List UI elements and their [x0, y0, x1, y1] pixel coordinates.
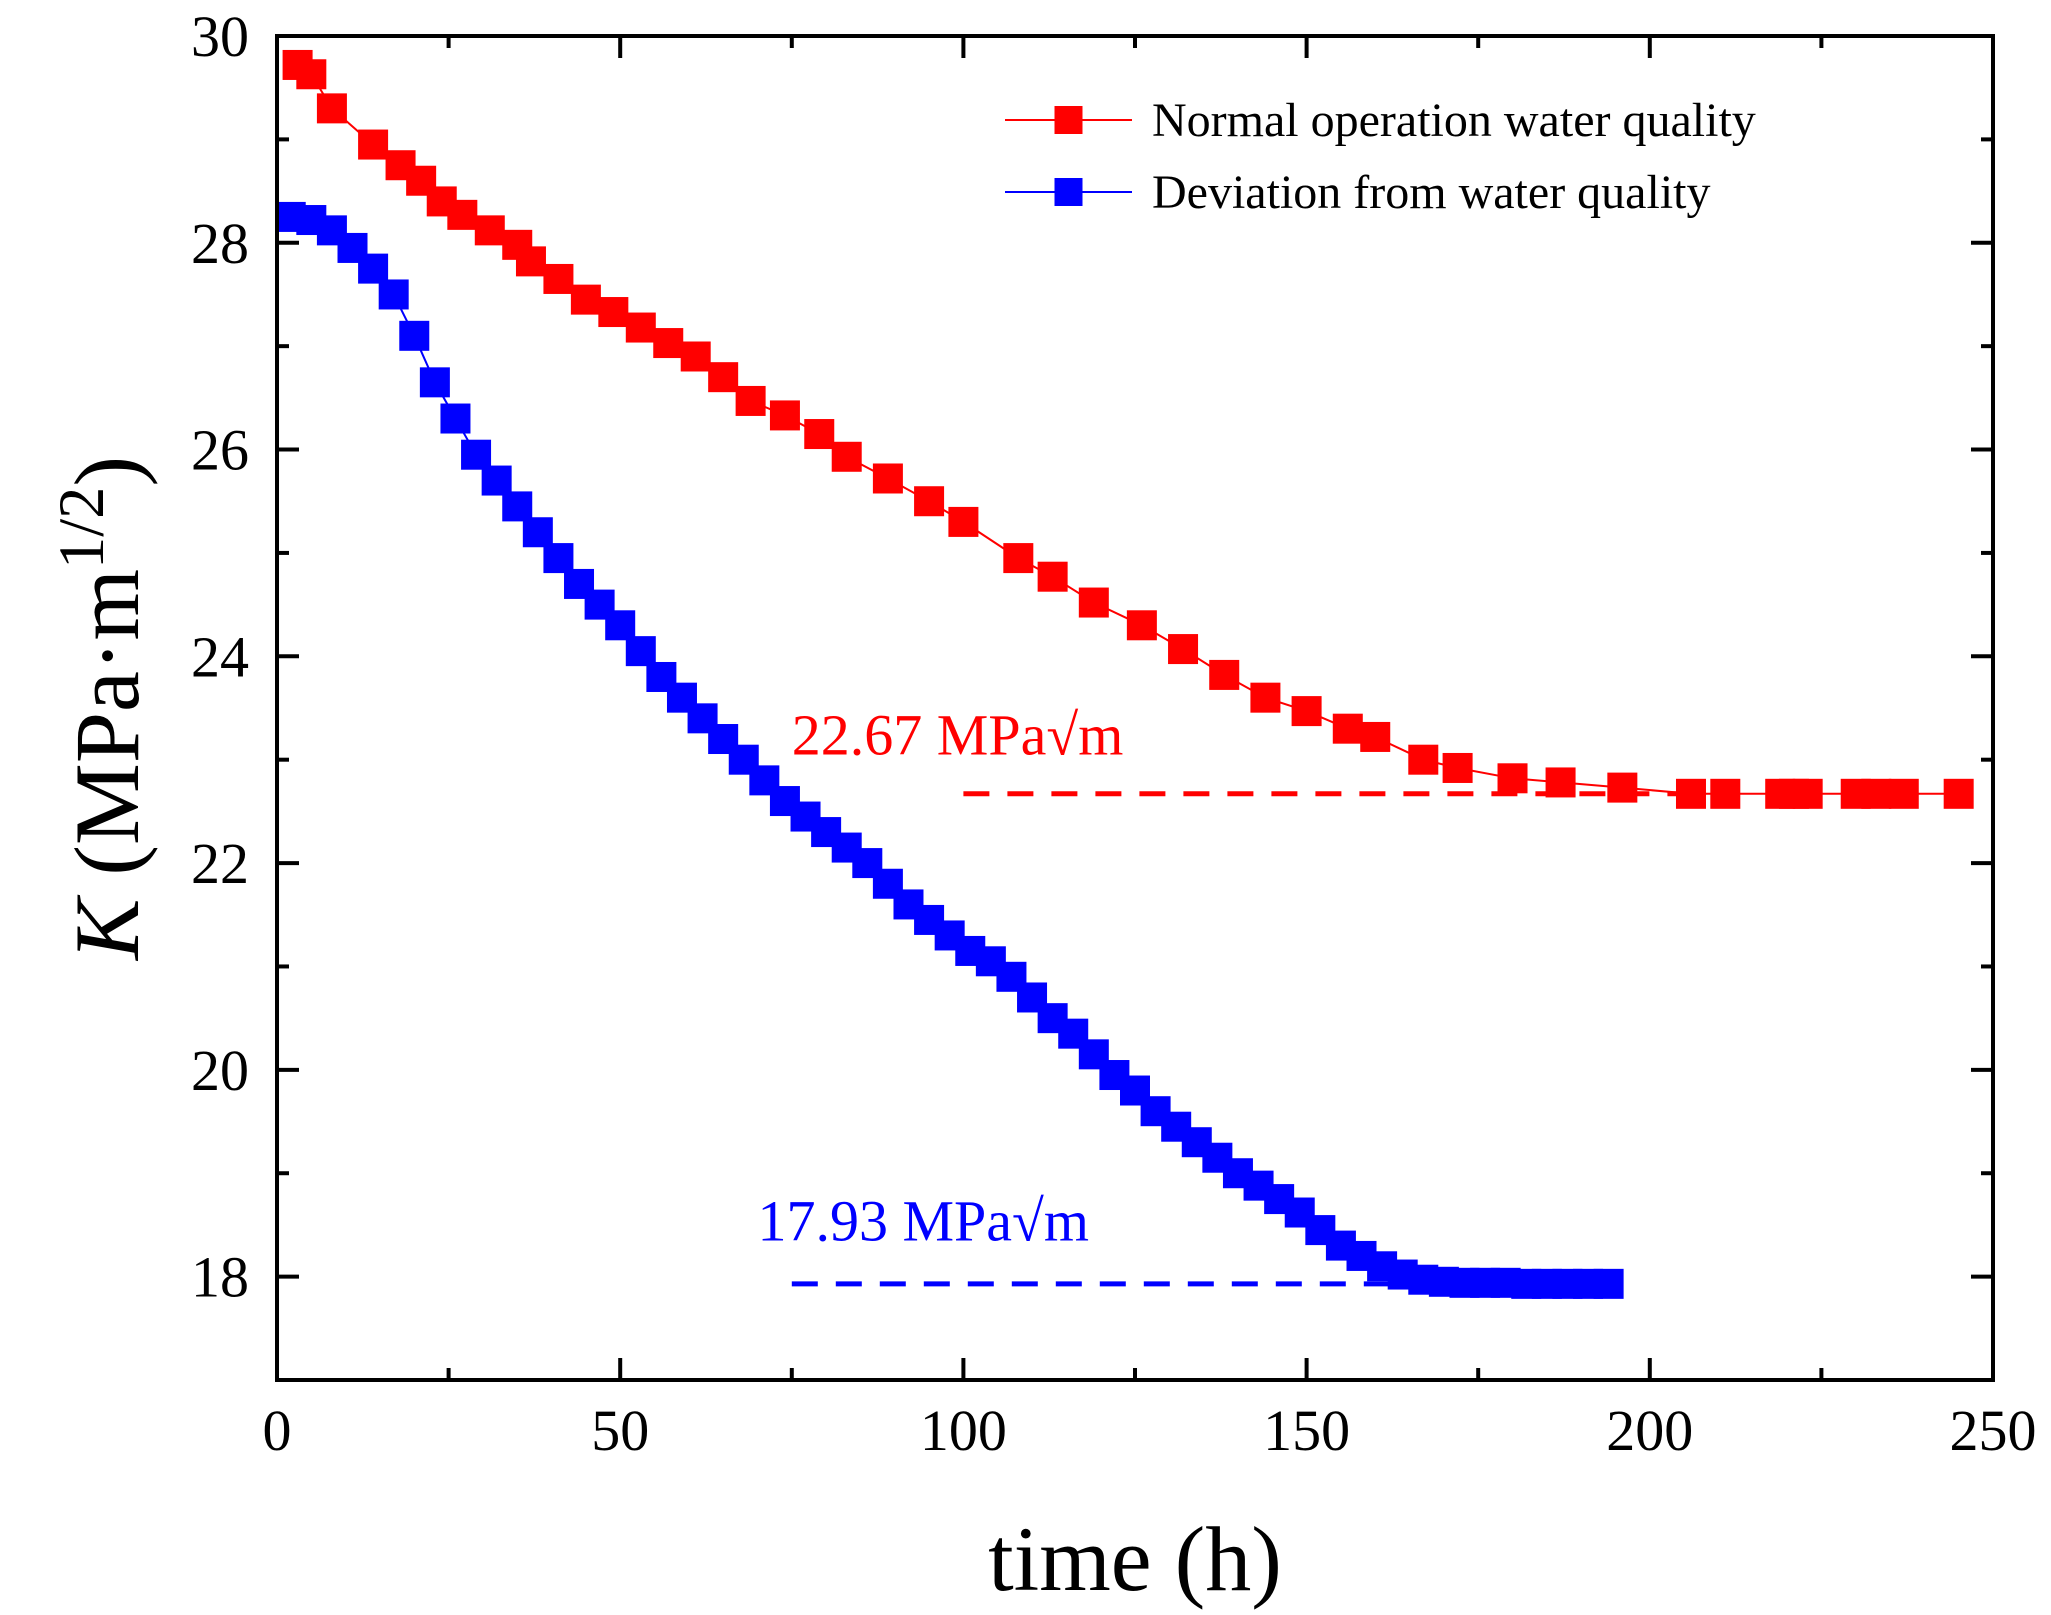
- data-point: [1332, 713, 1363, 744]
- x-tick-label: 250: [1950, 1398, 2037, 1463]
- axes-layer: 0 50 100 150 200 250 18 20 22 24 26 28 30: [191, 4, 2037, 1463]
- legend: Normal operation water quality Deviation …: [1005, 94, 1756, 219]
- data-point: [378, 279, 409, 310]
- data-point: [543, 543, 574, 574]
- series-2: [275, 201, 1624, 1299]
- data-point: [1710, 778, 1741, 809]
- data-point: [1168, 634, 1199, 665]
- x-tick-label: 50: [591, 1398, 649, 1463]
- x-tick-label: 150: [1263, 1398, 1350, 1463]
- x-tick-label: 100: [920, 1398, 1007, 1463]
- data-point: [735, 385, 766, 416]
- data-point: [1209, 659, 1240, 690]
- data-point: [1943, 778, 1974, 809]
- data-point: [522, 517, 553, 548]
- y-axis-title: K (MPa·m1/2): [46, 456, 159, 962]
- data-point: [653, 328, 684, 359]
- data-point: [804, 419, 835, 450]
- data-point: [1888, 778, 1919, 809]
- y-tick-label: 24: [191, 624, 249, 689]
- data-point: [316, 93, 347, 124]
- data-point: [358, 253, 389, 284]
- data-point: [1408, 744, 1439, 775]
- y-axis-unit: (MPa·m: [56, 569, 158, 899]
- data-point: [872, 463, 903, 494]
- data-point: [474, 215, 505, 246]
- series-1: [282, 49, 1974, 809]
- data-point: [598, 297, 629, 328]
- data-point: [1497, 763, 1528, 794]
- data-point: [447, 199, 478, 230]
- annotation-label: 17.93 MPa√m: [757, 1188, 1089, 1253]
- data-point: [1861, 778, 1892, 809]
- legend-swatch-marker: [1054, 106, 1083, 134]
- y-tick-label: 18: [191, 1245, 249, 1310]
- data-point: [1126, 610, 1157, 641]
- data-point: [570, 284, 601, 315]
- data-point: [1792, 778, 1823, 809]
- data-point: [625, 636, 656, 667]
- annotation-layer: 22.67 MPa√m 17.93 MPa√m: [757, 703, 1685, 1287]
- data-point: [605, 610, 636, 641]
- data-point: [1037, 561, 1068, 592]
- data-point: [1442, 752, 1473, 783]
- legend-swatch-marker: [1054, 178, 1083, 206]
- data-point: [708, 362, 739, 393]
- legend-item: Deviation from water quality: [1005, 166, 1711, 219]
- data-point: [1078, 587, 1109, 618]
- data-point: [1003, 543, 1034, 574]
- data-point: [914, 486, 945, 517]
- y-tick-label: 22: [191, 831, 249, 896]
- y-tick-label: 28: [191, 211, 249, 276]
- x-axis-title: time (h): [988, 1508, 1282, 1610]
- data-point: [1291, 696, 1322, 727]
- y-tick-label: 30: [191, 4, 249, 69]
- data-point: [296, 59, 327, 90]
- plot-frame: [275, 34, 1995, 1382]
- y-tick-label: 26: [191, 418, 249, 483]
- data-point: [680, 341, 711, 372]
- data-point: [831, 441, 862, 472]
- data-point: [625, 312, 656, 343]
- data-point: [515, 246, 546, 277]
- annotation-label: 22.67 MPa√m: [792, 703, 1124, 768]
- data-point: [419, 367, 450, 398]
- legend-label: Deviation from water quality: [1152, 166, 1711, 219]
- data-point: [948, 506, 979, 537]
- data-point: [440, 403, 471, 434]
- data-point: [1250, 682, 1281, 713]
- y-axis-unit-exponent: 1/2: [46, 487, 117, 569]
- data-point: [358, 129, 389, 160]
- data-point: [543, 263, 574, 294]
- data-point: [481, 465, 512, 496]
- x-tick-label: 0: [263, 1398, 292, 1463]
- data-point: [1593, 1268, 1624, 1299]
- data-point: [461, 439, 492, 470]
- y-axis-variable: K: [56, 894, 158, 962]
- x-tick-label: 200: [1606, 1398, 1693, 1463]
- series-layer: [275, 49, 1974, 1299]
- legend-label: Normal operation water quality: [1152, 94, 1756, 147]
- legend-item: Normal operation water quality: [1005, 94, 1756, 147]
- data-point: [1360, 721, 1391, 752]
- y-axis-unit-close: ): [56, 456, 158, 487]
- data-point: [769, 400, 800, 431]
- y-tick-label: 20: [191, 1038, 249, 1103]
- data-point: [1607, 772, 1638, 803]
- data-point: [502, 491, 533, 522]
- data-point: [399, 320, 430, 351]
